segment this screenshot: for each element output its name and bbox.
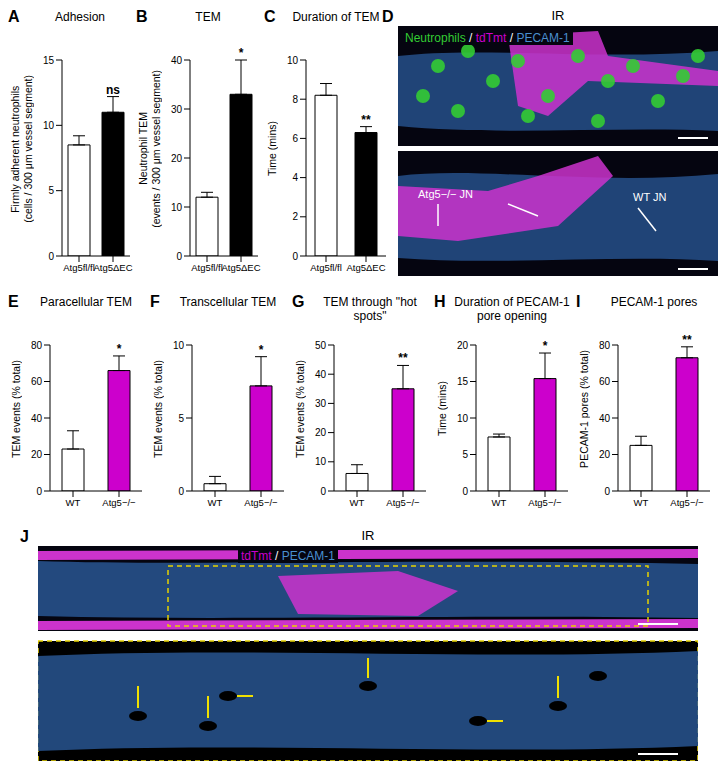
svg-text:10: 10 <box>315 456 327 467</box>
html-text:I: I <box>576 293 581 310</box>
svg-text:Atg5fl/fl: Atg5fl/fl <box>63 262 95 273</box>
svg-text:10: 10 <box>171 202 183 213</box>
html-text:PECAM-1 pores (% total): PECAM-1 pores (% total) <box>577 350 590 468</box>
html-text:Paracellular TEM: Paracellular TEM <box>40 295 132 309</box>
svg-text:0: 0 <box>604 486 610 497</box>
svg-text:WT: WT <box>350 497 365 508</box>
svg-text:20: 20 <box>457 340 469 351</box>
html-text:B: B <box>136 8 148 25</box>
svg-text:**: ** <box>682 333 692 347</box>
html-text:J: J <box>20 528 29 545</box>
svg-text:0: 0 <box>292 251 298 262</box>
svg-text:10: 10 <box>287 55 299 66</box>
svg-text:10: 10 <box>457 413 469 424</box>
svg-text:60: 60 <box>599 376 611 387</box>
html-text:A: A <box>8 8 20 25</box>
svg-text:Atg5−/−: Atg5−/− <box>244 497 278 508</box>
svg-text:Atg5−/−: Atg5−/− <box>528 497 562 508</box>
svg-text:15: 15 <box>457 376 469 387</box>
html-text:TEM events (% total): TEM events (% total) <box>151 360 164 458</box>
svg-text:*: * <box>543 339 548 353</box>
svg-text:80: 80 <box>31 340 43 351</box>
svg-text:**: ** <box>398 351 408 365</box>
svg-text:**: ** <box>361 113 371 127</box>
svg-text:5: 5 <box>178 413 184 424</box>
svg-text:30: 30 <box>171 104 183 115</box>
svg-text:40: 40 <box>599 413 611 424</box>
svg-text:Atg5−/−: Atg5−/− <box>386 497 420 508</box>
html-text:tdTmt / PECAM-1: tdTmt / PECAM-1 <box>241 549 335 563</box>
html-text:Duration of TEM: Duration of TEM <box>292 10 380 24</box>
html-text:C: C <box>264 8 276 25</box>
svg-text:20: 20 <box>171 153 183 164</box>
svg-text:WT: WT <box>66 497 81 508</box>
svg-text:Atg5ΔEC: Atg5ΔEC <box>93 262 132 273</box>
svg-text:ns: ns <box>106 83 120 97</box>
svg-text:Atg5ΔEC: Atg5ΔEC <box>346 262 385 273</box>
html-text:(events / 300 μm vessel segmen: (events / 300 μm vessel segment) <box>150 70 162 228</box>
html-text:TEM through "hot spots": TEM through "hot spots" <box>323 295 417 323</box>
svg-text:5: 5 <box>48 185 54 196</box>
svg-text:Atg5ΔEC: Atg5ΔEC <box>221 262 260 273</box>
svg-text:8: 8 <box>292 94 298 105</box>
svg-text:WT: WT <box>492 497 507 508</box>
svg-text:*: * <box>239 46 244 60</box>
html-text:F: F <box>150 293 160 310</box>
html-text:TEM events (% total): TEM events (% total) <box>9 360 22 458</box>
svg-text:60: 60 <box>31 376 43 387</box>
html-text:TEM: TEM <box>195 10 221 24</box>
svg-text:40: 40 <box>171 55 183 66</box>
svg-text:50: 50 <box>315 340 327 351</box>
html-text:PECAM-1 pores: PECAM-1 pores <box>610 295 698 309</box>
svg-text:Atg5−/−: Atg5−/− <box>102 497 136 508</box>
html-text:Time (mins): Time (mins) <box>435 381 448 437</box>
html-text:Duration of PECAM-1 pore openi: Duration of PECAM-1 pore opening <box>454 295 570 323</box>
svg-text:5: 5 <box>462 449 468 460</box>
html-text:IR: IR <box>361 528 375 543</box>
svg-text:0: 0 <box>48 251 54 262</box>
svg-text:*: * <box>259 343 264 357</box>
svg-text:WT: WT <box>208 497 223 508</box>
svg-text:6: 6 <box>292 133 298 144</box>
html-text:IR: IR <box>551 8 565 23</box>
svg-text:30: 30 <box>315 398 327 409</box>
svg-text:20: 20 <box>31 449 43 460</box>
svg-text:40: 40 <box>315 369 327 380</box>
svg-text:0: 0 <box>462 486 468 497</box>
svg-text:Atg5fl/fl: Atg5fl/fl <box>310 262 342 273</box>
html-text:Transcellular TEM: Transcellular TEM <box>179 295 277 309</box>
html-text:H: H <box>434 293 446 310</box>
svg-text:2: 2 <box>292 211 298 222</box>
html-text:G: G <box>292 293 305 310</box>
html-text:Neutrophil TEM: Neutrophil TEM <box>137 112 149 186</box>
html-text:(cells / 300 μm vessel segment: (cells / 300 μm vessel segment) <box>22 75 34 223</box>
svg-text:*: * <box>117 342 122 356</box>
svg-text:15: 15 <box>43 55 55 66</box>
html-text:Neutrophils / tdTmt / PECAM-1: Neutrophils / tdTmt / PECAM-1 <box>405 31 570 45</box>
html-text:E: E <box>8 293 19 310</box>
html-text:Firmly adherent neutrophils: Firmly adherent neutrophils <box>9 85 21 213</box>
svg-text:0: 0 <box>36 486 42 497</box>
svg-text:0: 0 <box>320 486 326 497</box>
svg-text:Atg5−/− JN: Atg5−/− JN <box>418 188 473 200</box>
svg-text:20: 20 <box>315 427 327 438</box>
svg-text:WT JN: WT JN <box>633 191 666 203</box>
svg-text:10: 10 <box>173 340 185 351</box>
svg-text:Atg5−/−: Atg5−/− <box>670 497 704 508</box>
svg-text:0: 0 <box>178 486 184 497</box>
svg-text:WT: WT <box>634 497 649 508</box>
svg-text:20: 20 <box>599 449 611 460</box>
svg-text:10: 10 <box>43 120 55 131</box>
html-text:Adhesion: Adhesion <box>55 10 105 24</box>
svg-text:0: 0 <box>176 251 182 262</box>
html-text:Time (mins): Time (mins) <box>265 121 278 177</box>
svg-text:Atg5fl/fl: Atg5fl/fl <box>191 262 223 273</box>
html-text:TEM events (% total): TEM events (% total) <box>293 360 306 458</box>
html-text:D: D <box>382 8 394 25</box>
svg-text:4: 4 <box>292 172 298 183</box>
svg-text:80: 80 <box>599 340 611 351</box>
svg-text:40: 40 <box>31 413 43 424</box>
